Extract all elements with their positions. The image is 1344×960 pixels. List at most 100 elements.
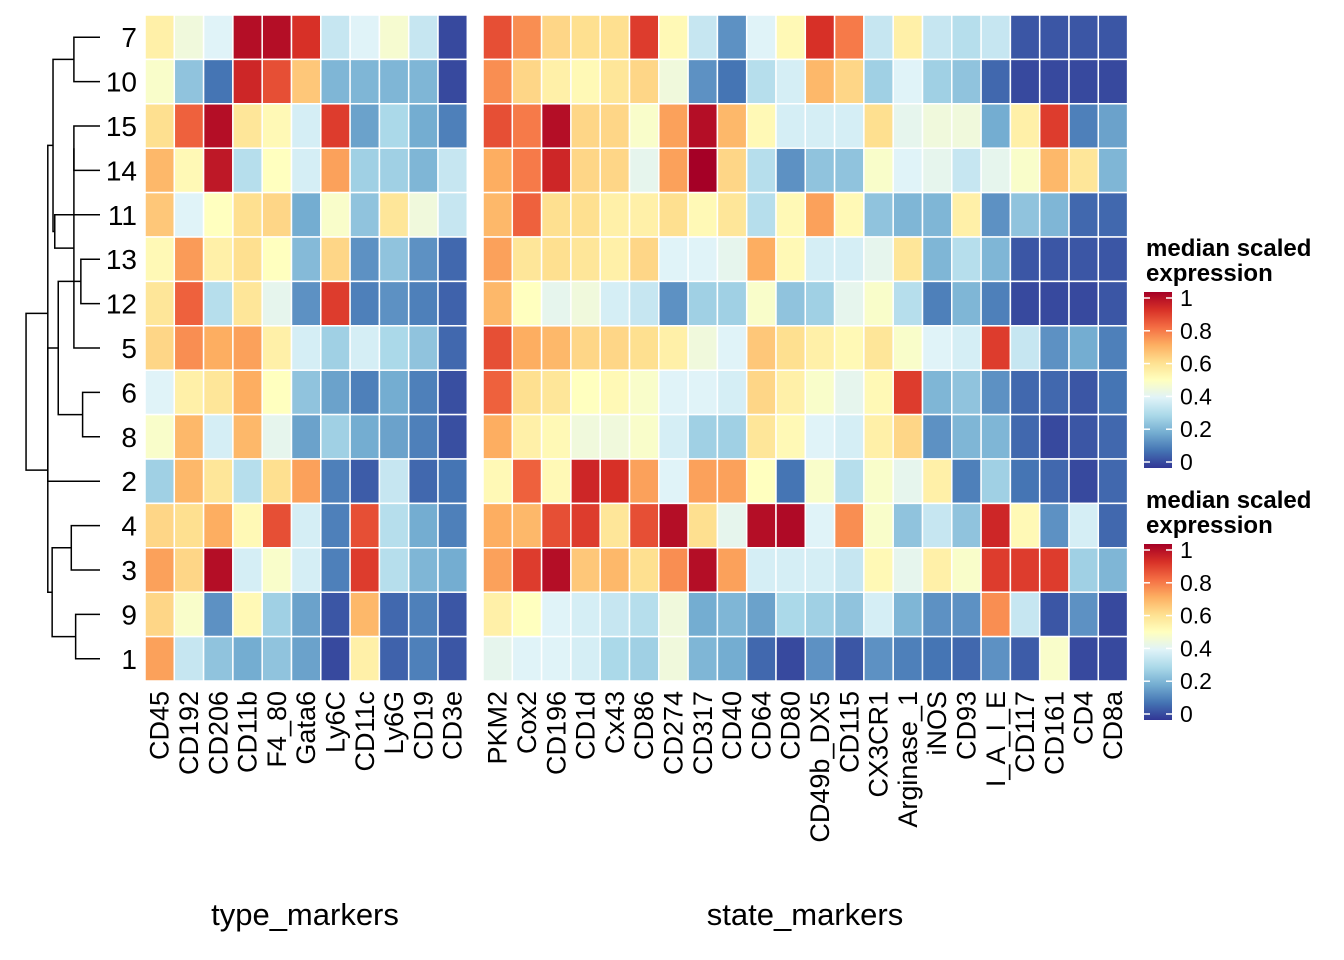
heatmap-cell bbox=[716, 236, 748, 283]
heatmap-cell bbox=[540, 147, 572, 194]
heatmap-cell bbox=[863, 591, 894, 638]
heatmap-cell bbox=[320, 413, 351, 460]
heatmap-cell bbox=[378, 147, 410, 194]
heatmap-cell bbox=[1068, 413, 1100, 460]
heatmap-cell bbox=[320, 369, 351, 416]
heatmap-cell bbox=[511, 58, 543, 105]
heatmap-cell bbox=[261, 280, 293, 327]
heatmap-cell bbox=[482, 103, 514, 149]
heatmap-cell bbox=[716, 635, 748, 682]
heatmap-cell bbox=[202, 635, 234, 682]
heatmap-cell bbox=[540, 591, 572, 638]
heatmap-cell bbox=[1038, 280, 1070, 327]
heatmap-cell bbox=[407, 147, 439, 194]
heatmap-cell bbox=[407, 191, 439, 238]
heatmap-cell bbox=[232, 635, 263, 682]
heatmap-cell bbox=[378, 591, 410, 638]
heatmap-cell bbox=[599, 325, 631, 371]
heatmap-cell bbox=[775, 191, 807, 238]
heatmap-cell bbox=[482, 591, 514, 638]
heatmap-cell bbox=[437, 191, 469, 238]
heatmap-cell bbox=[775, 280, 807, 327]
heatmap-cell bbox=[437, 413, 469, 460]
heatmap-cell bbox=[658, 103, 689, 149]
heatmap-cell bbox=[570, 635, 601, 682]
heatmap-cell bbox=[144, 236, 176, 283]
column-label: Ly6C bbox=[320, 691, 350, 753]
heatmap-cell bbox=[863, 103, 894, 149]
heatmap-cell bbox=[232, 191, 263, 238]
heatmap-cell bbox=[863, 413, 894, 460]
column-label: CD45 bbox=[145, 691, 175, 760]
heatmap-cell bbox=[232, 14, 263, 61]
heatmap-cell bbox=[775, 58, 807, 105]
row-label: 2 bbox=[121, 466, 137, 497]
heatmap-cell bbox=[716, 458, 748, 505]
heatmap-cell bbox=[628, 591, 660, 638]
heatmap-cell bbox=[511, 458, 543, 505]
heatmap-cell bbox=[892, 502, 924, 549]
heatmap-cell bbox=[599, 635, 631, 682]
legend-1-ticks: 1 0.8 0.6 0.4 0.2 0 bbox=[1144, 285, 1212, 475]
heatmap-cell bbox=[951, 280, 982, 327]
legend-tick-label: 0.2 bbox=[1180, 668, 1212, 694]
heatmap-cell bbox=[745, 502, 777, 549]
heatmap-cell bbox=[658, 58, 689, 105]
column-label: Ly6G bbox=[379, 691, 409, 755]
heatmap-cell bbox=[951, 591, 982, 638]
heatmap-cell bbox=[716, 103, 748, 149]
heatmap-cell bbox=[745, 413, 777, 460]
heatmap-cell bbox=[658, 236, 689, 283]
heatmap-cell bbox=[863, 58, 894, 105]
heatmap-cell bbox=[144, 635, 176, 682]
heatmap-cell bbox=[833, 325, 865, 371]
heatmap-cell bbox=[1009, 58, 1041, 105]
heatmap-cell bbox=[290, 458, 322, 505]
dendrogram-branch bbox=[81, 391, 100, 438]
heatmap-cell bbox=[599, 591, 631, 638]
heatmap-cell bbox=[482, 236, 514, 283]
column-label: CD3e bbox=[438, 691, 468, 760]
heatmap-cell bbox=[261, 502, 293, 549]
heatmap-cell bbox=[349, 458, 381, 505]
legend-1-title-line1: median scaled bbox=[1146, 235, 1311, 262]
heatmap-cell bbox=[1068, 369, 1100, 416]
heatmap-cell bbox=[951, 147, 982, 194]
heatmap-cell bbox=[687, 103, 719, 149]
column-label: Cx43 bbox=[600, 691, 630, 754]
heatmap-cell bbox=[482, 147, 514, 194]
legend-1-color-bar bbox=[1144, 292, 1172, 468]
heatmap-cell bbox=[511, 547, 543, 593]
heatmap-cell bbox=[437, 236, 469, 283]
row-label: 13 bbox=[106, 244, 137, 275]
heatmap-cell bbox=[775, 147, 807, 194]
row-labels: 7 10 15 14 11 13 12 5 6 8 2 4 3 9 1 bbox=[106, 22, 137, 675]
heatmap-cell bbox=[921, 502, 953, 549]
heatmap-cell bbox=[378, 103, 410, 149]
heatmap-cell bbox=[378, 191, 410, 238]
heatmap-cell bbox=[540, 14, 572, 61]
heatmap-cell bbox=[833, 413, 865, 460]
heatmap-cell bbox=[511, 635, 543, 682]
heatmap-cell bbox=[407, 413, 439, 460]
heatmap-cell bbox=[833, 591, 865, 638]
heatmap-cell bbox=[1068, 502, 1100, 549]
heatmap-cell bbox=[599, 547, 631, 593]
heatmap-cell bbox=[892, 369, 924, 416]
heatmap-cell bbox=[1038, 458, 1070, 505]
heatmap-cell bbox=[290, 14, 322, 61]
heatmap-cell bbox=[1009, 635, 1041, 682]
heatmap-cell bbox=[1097, 236, 1129, 283]
heatmap-cell bbox=[570, 236, 601, 283]
row-label: 8 bbox=[121, 422, 137, 453]
heatmap-cell bbox=[173, 458, 205, 505]
heatmap-cell bbox=[437, 58, 469, 105]
heatmap-cell bbox=[261, 458, 293, 505]
heatmap-cell bbox=[378, 413, 410, 460]
heatmap-cell bbox=[144, 325, 176, 371]
heatmap-cell bbox=[173, 236, 205, 283]
dendrogram-branch bbox=[73, 148, 100, 349]
heatmap-cell bbox=[745, 236, 777, 283]
heatmap-cell bbox=[173, 325, 205, 371]
